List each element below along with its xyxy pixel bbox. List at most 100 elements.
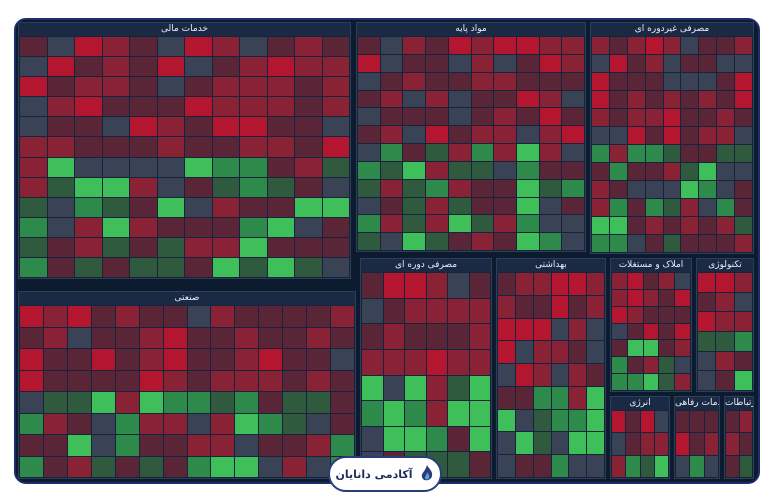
stock-tile[interactable] [20,117,47,137]
stock-tile[interactable] [115,392,139,413]
stock-tile[interactable] [681,109,699,126]
stock-tile[interactable] [75,57,102,77]
stock-tile[interactable] [627,73,645,90]
stock-tile[interactable] [626,411,640,433]
stock-tile[interactable] [698,273,716,292]
stock-tile[interactable] [699,163,717,180]
stock-tile[interactable] [704,455,718,477]
stock-tile[interactable] [627,235,645,252]
stock-tile[interactable] [627,374,643,390]
stock-tile[interactable] [659,357,675,374]
stock-tile[interactable] [130,157,157,177]
stock-tile[interactable] [539,179,562,197]
stock-tile[interactable] [592,199,609,216]
stock-tile[interactable] [562,72,584,90]
stock-tile[interactable] [592,163,609,180]
stock-tile[interactable] [426,375,447,401]
stock-tile[interactable] [115,370,139,391]
stock-tile[interactable] [627,340,643,357]
stock-tile[interactable] [20,137,47,157]
stock-tile[interactable] [533,455,551,477]
stock-tile[interactable] [735,199,752,216]
stock-tile[interactable] [676,455,690,477]
stock-tile[interactable] [645,145,663,162]
stock-tile[interactable] [494,37,516,54]
stock-tile[interactable] [307,435,331,456]
stock-tile[interactable] [358,144,380,161]
stock-tile[interactable] [47,217,74,237]
stock-tile[interactable] [240,137,267,157]
stock-tile[interactable] [551,318,569,341]
stock-tile[interactable] [609,127,627,144]
stock-tile[interactable] [43,392,67,413]
stock-tile[interactable] [448,215,471,233]
stock-tile[interactable] [735,181,752,198]
sector-basic-materials[interactable]: مواد پایه [356,22,586,252]
stock-tile[interactable] [609,163,627,180]
stock-tile[interactable] [380,90,403,108]
stock-tile[interactable] [380,37,403,54]
stock-tile[interactable] [283,392,307,413]
stock-tile[interactable] [331,413,354,434]
stock-tile[interactable] [20,435,43,456]
stock-tile[interactable] [322,157,349,177]
stock-tile[interactable] [612,273,627,289]
stock-tile[interactable] [43,413,67,434]
stock-tile[interactable] [645,199,663,216]
stock-tile[interactable] [675,289,690,306]
stock-tile[interactable] [130,177,157,197]
stock-tile[interactable] [498,409,515,432]
stock-tile[interactable] [240,217,267,237]
stock-tile[interactable] [403,197,426,215]
stock-tile[interactable] [645,55,663,72]
stock-tile[interactable] [43,327,67,348]
stock-tile[interactable] [448,37,471,54]
stock-tile[interactable] [405,349,426,375]
stock-tile[interactable] [498,364,515,386]
stock-tile[interactable] [698,312,716,331]
stock-tile[interactable] [699,91,717,108]
stock-tile[interactable] [734,331,752,351]
stock-tile[interactable] [498,455,515,477]
stock-tile[interactable] [102,177,129,197]
stock-tile[interactable] [659,323,675,340]
stock-tile[interactable] [471,233,494,250]
stock-tile[interactable] [663,73,681,90]
stock-tile[interactable] [102,197,129,217]
stock-tile[interactable] [675,340,690,357]
stock-tile[interactable] [380,197,403,215]
stock-tile[interactable] [717,91,735,108]
stock-tile[interactable] [267,37,294,57]
stock-tile[interactable] [212,77,239,97]
stock-tile[interactable] [331,349,354,370]
stock-tile[interactable] [562,90,584,108]
stock-tile[interactable] [681,217,699,234]
stock-tile[interactable] [663,163,681,180]
stock-tile[interactable] [539,90,562,108]
stock-tile[interactable] [75,177,102,197]
stock-tile[interactable] [240,177,267,197]
stock-tile[interactable] [211,413,235,434]
stock-tile[interactable] [717,55,735,72]
stock-tile[interactable] [681,181,699,198]
stock-tile[interactable] [569,364,587,386]
stock-tile[interactable] [533,295,551,318]
stock-tile[interactable] [681,37,699,54]
stock-tile[interactable] [47,117,74,137]
stock-tile[interactable] [735,217,752,234]
stock-tile[interactable] [211,392,235,413]
stock-tile[interactable] [562,197,584,215]
stock-tile[interactable] [471,108,494,126]
stock-tile[interactable] [75,237,102,257]
stock-tile[interactable] [627,181,645,198]
stock-tile[interactable] [704,411,718,433]
stock-tile[interactable] [163,435,187,456]
stock-tile[interactable] [362,298,383,324]
stock-tile[interactable] [322,197,349,217]
stock-tile[interactable] [47,97,74,117]
stock-tile[interactable] [699,55,717,72]
stock-tile[interactable] [259,392,283,413]
sector-utilities[interactable]: خدمات رفاهی [674,396,720,479]
stock-tile[interactable] [358,179,380,197]
stock-tile[interactable] [699,145,717,162]
